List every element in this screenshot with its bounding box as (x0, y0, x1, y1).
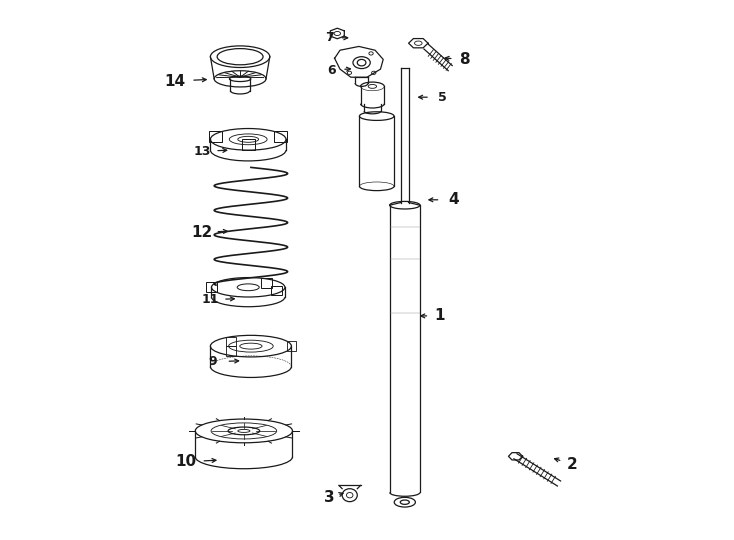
Text: 4: 4 (448, 192, 459, 207)
Text: 5: 5 (438, 91, 447, 104)
Bar (206, 282, 217, 292)
Bar (275, 131, 288, 142)
Text: 1: 1 (435, 308, 445, 323)
Bar (241, 139, 255, 150)
Bar (226, 336, 236, 346)
Text: 9: 9 (208, 355, 217, 368)
Text: 13: 13 (194, 145, 211, 158)
Bar (261, 278, 272, 288)
Bar (271, 286, 282, 295)
Text: 8: 8 (459, 52, 470, 67)
Text: 14: 14 (164, 73, 186, 89)
Text: 6: 6 (327, 64, 336, 77)
Text: 2: 2 (567, 457, 578, 472)
Text: 7: 7 (325, 31, 333, 44)
Text: 12: 12 (192, 225, 213, 240)
Bar (286, 341, 297, 351)
Text: 10: 10 (175, 454, 197, 469)
Bar (209, 131, 222, 142)
Text: 11: 11 (202, 293, 219, 306)
Text: 3: 3 (324, 490, 335, 505)
Bar (226, 346, 236, 356)
